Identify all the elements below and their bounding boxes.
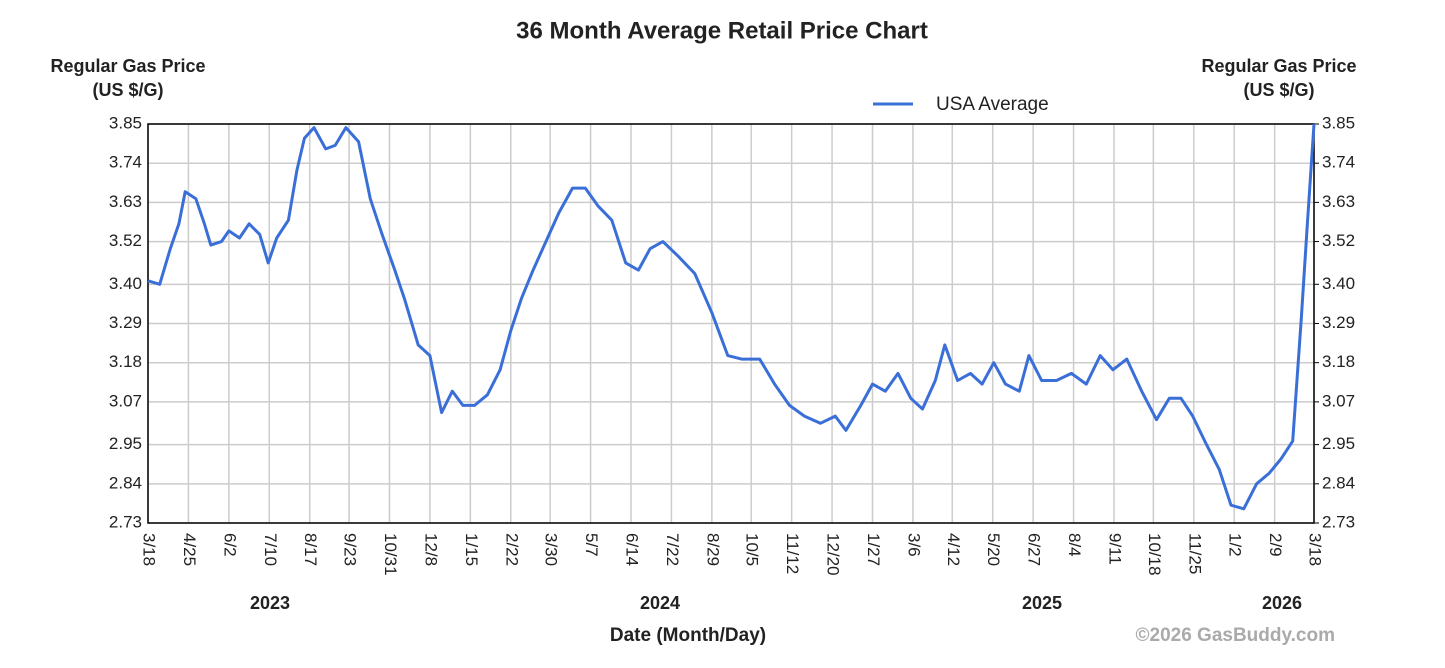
x-tick-label: 6/14 xyxy=(623,533,642,566)
x-tick-label: 9/11 xyxy=(1106,533,1125,565)
x-tick-label: 7/22 xyxy=(663,533,682,566)
plot-border xyxy=(147,123,1315,524)
x-tick-label: 2/22 xyxy=(502,533,521,566)
x-tick-label: 4/12 xyxy=(944,533,963,566)
chart-title: 36 Month Average Retail Price Chart xyxy=(516,17,928,44)
y-tick-label: 3.74 xyxy=(109,153,142,172)
x-tick-label: 3/18 xyxy=(140,533,159,566)
x-tick-label: 11/25 xyxy=(1185,533,1204,574)
x-tick-label: 1/27 xyxy=(864,533,883,566)
x-tick-label: 6/2 xyxy=(220,533,239,557)
y2-tick-label: 3.18 xyxy=(1322,352,1355,371)
x-tick-label: 7/10 xyxy=(261,533,280,566)
y2-tick-label: 3.07 xyxy=(1322,391,1355,410)
y-tick-label: 2.84 xyxy=(109,473,142,492)
y-tick-label: 3.18 xyxy=(109,352,142,371)
x-tick-label: 3/18 xyxy=(1306,533,1325,566)
x-tick-label: 5/7 xyxy=(582,533,601,557)
x-tick-label: 8/17 xyxy=(301,533,320,566)
y2-tick-label: 3.40 xyxy=(1322,274,1355,293)
y2-tick-label: 3.29 xyxy=(1322,313,1355,332)
y2-axis-label: Regular Gas Price (US $/G) xyxy=(1201,56,1357,100)
x-tick-label: 3/30 xyxy=(542,533,561,566)
y-tick-label: 3.85 xyxy=(109,113,142,132)
y-tick-label: 3.29 xyxy=(109,313,142,332)
y2-tick-label: 3.63 xyxy=(1322,192,1355,211)
y2-tick-label: 2.84 xyxy=(1322,473,1355,492)
x-tick-label: 6/27 xyxy=(1025,533,1044,566)
x-tick-label: 9/23 xyxy=(341,533,360,566)
x-tick-label: 3/6 xyxy=(904,533,923,557)
y-axis-label: Regular Gas Price (US $/G) xyxy=(50,56,206,100)
x-tick-label: 12/20 xyxy=(824,533,843,576)
y-tick-label: 3.63 xyxy=(109,192,142,211)
y2-tick-label: 2.73 xyxy=(1322,512,1355,531)
x-tick-label: 1/2 xyxy=(1226,533,1245,557)
x-tick-label: 10/18 xyxy=(1145,533,1164,576)
x-tick-label: 8/29 xyxy=(703,533,722,566)
x-tick-label: 5/20 xyxy=(984,533,1003,566)
x-tick-label: 1/15 xyxy=(462,533,481,566)
watermark: ©2026 GasBuddy.com xyxy=(1136,625,1336,646)
y2-tick-label: 2.95 xyxy=(1322,434,1355,453)
x-tick-label: 8/4 xyxy=(1065,533,1084,557)
y2-tick-label: 3.74 xyxy=(1322,153,1355,172)
year-label: 2023 xyxy=(250,593,290,613)
y-tick-label: 2.73 xyxy=(109,512,142,531)
year-label: 2025 xyxy=(1022,593,1062,613)
y-tick-label: 2.95 xyxy=(109,434,142,453)
x-tick-label: 11/12 xyxy=(783,533,802,574)
y-tick-label: 3.52 xyxy=(109,231,142,250)
x-tick-label: 10/5 xyxy=(743,533,762,566)
y-tick-label: 3.40 xyxy=(109,274,142,293)
price-line xyxy=(147,123,1316,511)
y2-tick-label: 3.85 xyxy=(1322,113,1355,132)
year-label: 2026 xyxy=(1262,593,1302,613)
y-tick-label: 3.07 xyxy=(109,391,142,410)
x-axis-label: Date (Month/Day) xyxy=(610,625,766,646)
legend-label: USA Average xyxy=(936,94,1049,115)
x-tick-label: 4/25 xyxy=(180,533,199,566)
x-tick-label: 10/31 xyxy=(381,533,400,576)
y2-tick-label: 3.52 xyxy=(1322,231,1355,250)
x-tick-label: 12/8 xyxy=(421,533,440,566)
x-tick-label: 2/9 xyxy=(1266,533,1285,557)
year-label: 2024 xyxy=(640,593,680,613)
